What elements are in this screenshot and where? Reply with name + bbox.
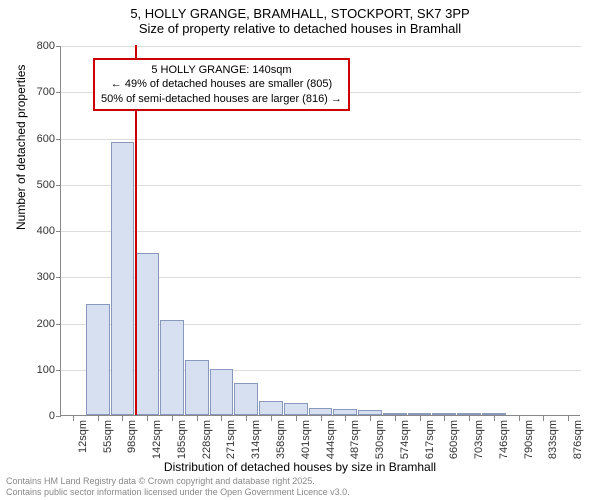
annotation-line3: 50% of semi-detached houses are larger (…	[101, 92, 342, 106]
ytick-mark	[56, 46, 61, 47]
ytick-mark	[56, 139, 61, 140]
xtick-mark	[444, 416, 445, 421]
ytick-mark	[56, 92, 61, 93]
xtick-mark	[370, 416, 371, 421]
gridline	[61, 46, 581, 47]
xtick-mark	[122, 416, 123, 421]
ytick-label: 800	[25, 40, 55, 52]
xtick-label: 876sqm	[572, 420, 584, 459]
xtick-label: 617sqm	[424, 420, 436, 459]
annotation-box: 5 HOLLY GRANGE: 140sqm← 49% of detached …	[93, 58, 350, 111]
xtick-mark	[73, 416, 74, 421]
annotation-line1: 5 HOLLY GRANGE: 140sqm	[101, 63, 342, 77]
xtick-label: 530sqm	[374, 420, 386, 459]
xtick-mark	[98, 416, 99, 421]
ytick-mark	[56, 324, 61, 325]
xtick-mark	[345, 416, 346, 421]
xtick-label: 12sqm	[77, 420, 89, 453]
xtick-mark	[395, 416, 396, 421]
xtick-label: 142sqm	[151, 420, 163, 459]
footer-line2: Contains public sector information licen…	[6, 487, 350, 498]
xtick-label: 271sqm	[225, 420, 237, 459]
xtick-label: 185sqm	[176, 420, 188, 459]
histogram-bar	[160, 320, 184, 415]
xtick-label: 574sqm	[399, 420, 411, 459]
ytick-label: 400	[25, 225, 55, 237]
xtick-label: 401sqm	[300, 420, 312, 459]
histogram-bar	[333, 409, 357, 415]
histogram-bar	[383, 413, 407, 415]
histogram-bar	[234, 383, 258, 415]
plot-region: 010020030040050060070080012sqm55sqm98sqm…	[60, 46, 580, 416]
title-block: 5, HOLLY GRANGE, BRAMHALL, STOCKPORT, SK…	[0, 0, 600, 36]
ytick-mark	[56, 277, 61, 278]
xtick-mark	[494, 416, 495, 421]
xtick-mark	[469, 416, 470, 421]
ytick-label: 300	[25, 271, 55, 283]
ytick-label: 700	[25, 86, 55, 98]
gridline	[61, 139, 581, 140]
xtick-mark	[271, 416, 272, 421]
xtick-label: 703sqm	[473, 420, 485, 459]
ytick-mark	[56, 370, 61, 371]
histogram-bar	[210, 369, 234, 415]
histogram-bar	[284, 403, 308, 415]
histogram-bar	[309, 408, 333, 415]
histogram-bar	[259, 401, 283, 415]
histogram-bar	[432, 413, 456, 415]
xtick-label: 55sqm	[102, 420, 114, 453]
xtick-label: 228sqm	[201, 420, 213, 459]
histogram-bar	[111, 142, 135, 415]
chart-area: 010020030040050060070080012sqm55sqm98sqm…	[60, 46, 580, 416]
xtick-mark	[147, 416, 148, 421]
xtick-label: 358sqm	[275, 420, 287, 459]
histogram-bar	[358, 410, 382, 415]
xtick-mark	[568, 416, 569, 421]
ytick-label: 600	[25, 133, 55, 145]
x-axis-label: Distribution of detached houses by size …	[0, 460, 600, 474]
chart-container: 5, HOLLY GRANGE, BRAMHALL, STOCKPORT, SK…	[0, 0, 600, 500]
histogram-bar	[86, 304, 110, 415]
xtick-label: 833sqm	[547, 420, 559, 459]
ytick-label: 100	[25, 364, 55, 376]
title-subtitle: Size of property relative to detached ho…	[0, 21, 600, 36]
xtick-mark	[221, 416, 222, 421]
title-address: 5, HOLLY GRANGE, BRAMHALL, STOCKPORT, SK…	[0, 6, 600, 21]
gridline	[61, 231, 581, 232]
xtick-label: 98sqm	[126, 420, 138, 453]
histogram-bar	[185, 360, 209, 416]
histogram-bar	[457, 413, 481, 415]
xtick-label: 314sqm	[250, 420, 262, 459]
xtick-mark	[420, 416, 421, 421]
xtick-mark	[296, 416, 297, 421]
xtick-label: 746sqm	[498, 420, 510, 459]
footer-line1: Contains HM Land Registry data © Crown c…	[6, 476, 350, 487]
ytick-mark	[56, 416, 61, 417]
xtick-label: 444sqm	[325, 420, 337, 459]
histogram-bar	[482, 413, 506, 415]
xtick-label: 660sqm	[448, 420, 460, 459]
ytick-label: 500	[25, 179, 55, 191]
xtick-mark	[197, 416, 198, 421]
ytick-label: 0	[25, 410, 55, 422]
xtick-mark	[172, 416, 173, 421]
gridline	[61, 185, 581, 186]
xtick-mark	[519, 416, 520, 421]
xtick-mark	[321, 416, 322, 421]
ytick-label: 200	[25, 318, 55, 330]
histogram-bar	[135, 253, 159, 415]
xtick-label: 487sqm	[349, 420, 361, 459]
histogram-bar	[408, 413, 432, 415]
annotation-line2: ← 49% of detached houses are smaller (80…	[101, 77, 342, 91]
xtick-label: 790sqm	[523, 420, 535, 459]
ytick-mark	[56, 231, 61, 232]
ytick-mark	[56, 185, 61, 186]
xtick-mark	[246, 416, 247, 421]
xtick-mark	[543, 416, 544, 421]
footer-attribution: Contains HM Land Registry data © Crown c…	[6, 476, 350, 498]
